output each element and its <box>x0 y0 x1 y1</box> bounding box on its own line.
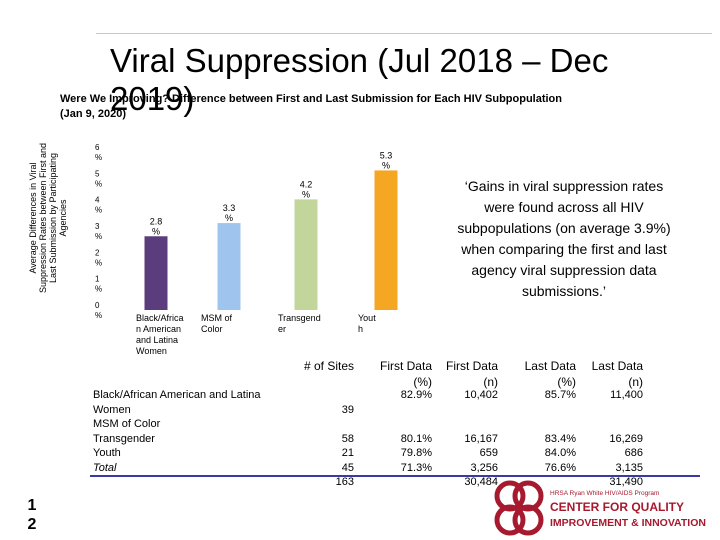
logo-center-text: CENTER FOR QUALITY <box>550 500 684 514</box>
page-number: 1 2 <box>22 496 42 534</box>
table-cell: 163 <box>335 476 354 488</box>
table-cell: 16,269 <box>609 432 643 445</box>
table-cell: 10,402 <box>464 389 498 401</box>
table-cell: 659 <box>479 447 498 459</box>
bar <box>374 170 398 310</box>
bar <box>144 236 168 310</box>
table-header-first-pct: First Data (%) <box>379 359 432 389</box>
table-cell: 39 <box>341 403 354 416</box>
table-cell: 11,400 <box>610 389 643 401</box>
y-tick-label: 2% <box>95 248 102 267</box>
table-col-sites: 39 58 21 45 163 <box>300 388 354 490</box>
table-cell: 80.1% <box>400 432 432 445</box>
table-cell: 3,135 <box>615 461 643 474</box>
table-cell: 71.3% <box>400 461 432 474</box>
table-cell: 30,484 <box>464 476 498 488</box>
data-label: 5.3% <box>380 150 393 170</box>
bar-chart: 0 % 1 % 2 % 3 % 4 % 5 % 6 % 2.8 % 3.3 % 4.2 % 5.3 % Black/Afri… <box>95 143 398 355</box>
cqii-logo: HRSA Ryan White HIV/AIDS Program CENTER … <box>494 480 706 536</box>
x-tick-label: Transgend er <box>278 313 321 334</box>
table-col-first-pct: 82.9% 80.1% 79.8% 71.3% <box>372 388 432 490</box>
table-header-sites: # of Sites <box>303 359 354 373</box>
chart-subtitle-line2: (Jan 9, 2020) <box>60 108 127 120</box>
chart-subtitle: Were We Improving? Difference between Fi… <box>60 92 680 122</box>
table-header-last-pct: Last Data (%) <box>524 359 576 389</box>
logo-emblem-icon <box>494 480 544 536</box>
table-cell: 85.7% <box>544 389 576 401</box>
y-tick-label: 3% <box>95 222 102 241</box>
y-tick-label: 0% <box>95 301 102 320</box>
table-cell: 76.6% <box>544 461 576 474</box>
table-row-label: MSM of Color <box>93 418 161 430</box>
logo-program-text: HRSA Ryan White HIV/AIDS Program <box>550 490 659 497</box>
chart-subtitle-line1: Were We Improving? Difference between Fi… <box>60 93 562 105</box>
x-tick-label: Yout h <box>358 313 376 334</box>
y-tick-label: 5% <box>95 169 102 188</box>
quote-text: ‘Gains in viral suppression rates were f… <box>457 178 671 299</box>
table-row-label: Black/African American and Latina Women <box>93 389 261 416</box>
logo-improvement-text: IMPROVEMENT & INNOVATION <box>550 517 706 529</box>
table-cell: 84.0% <box>544 447 576 459</box>
table-header-last-n: Last Data (n) <box>591 359 643 389</box>
page-number-line1: 1 <box>27 497 37 514</box>
data-label: 4.2% <box>300 179 313 199</box>
slide-title-line2: 2019) <box>110 80 195 117</box>
table-header-first-n: First Data (n) <box>445 359 498 389</box>
table-cell: 79.8% <box>400 447 432 459</box>
table-col-first-n: 10,402 16,167 659 3,256 30,484 <box>440 388 498 490</box>
slide-title: Viral Suppression (Jul 2018 – Dec <box>110 42 609 79</box>
table-row-label: Youth <box>93 447 121 459</box>
x-tick-label: Black/Africa n American and Latina Women <box>136 313 184 355</box>
page-number-line2: 2 <box>27 516 37 533</box>
top-rule <box>96 33 712 34</box>
table-cell: 83.4% <box>544 432 576 445</box>
data-label: 2.8% <box>150 216 163 236</box>
table-cell: 686 <box>624 447 643 459</box>
bar <box>217 223 241 310</box>
x-tick-label: MSM of Color <box>201 313 233 334</box>
table-row-labels: Black/African American and Latina Women … <box>93 388 293 475</box>
table-cell: 3,256 <box>470 461 498 474</box>
table-bottom-rule <box>90 475 700 477</box>
table-cell: 31,490 <box>609 476 643 488</box>
y-axis-title: Average Differences in Viral Suppression… <box>22 143 74 293</box>
data-label: 3.3% <box>223 203 236 223</box>
table-row-label: Total <box>93 461 117 474</box>
table-col-last-n: 11,400 16,269 686 3,135 31,490 <box>585 388 643 490</box>
table-col-last-pct: 85.7% 83.4% 84.0% 76.6% <box>518 388 576 490</box>
y-tick-label: 6% <box>95 143 102 162</box>
y-axis-title-text: Average Differences in Viral Suppression… <box>28 142 68 294</box>
y-tick-label: 1% <box>95 275 102 294</box>
table-cell: 21 <box>341 447 354 459</box>
table-row-label: Transgender <box>93 432 155 445</box>
table-cell <box>372 475 432 490</box>
table-cell: 45 <box>341 461 354 474</box>
table-cell: 16,167 <box>464 432 498 445</box>
table-cell: 58 <box>341 432 354 445</box>
y-tick-label: 4% <box>95 196 102 215</box>
table-cell: 82.9% <box>400 389 432 401</box>
bar <box>294 199 318 310</box>
